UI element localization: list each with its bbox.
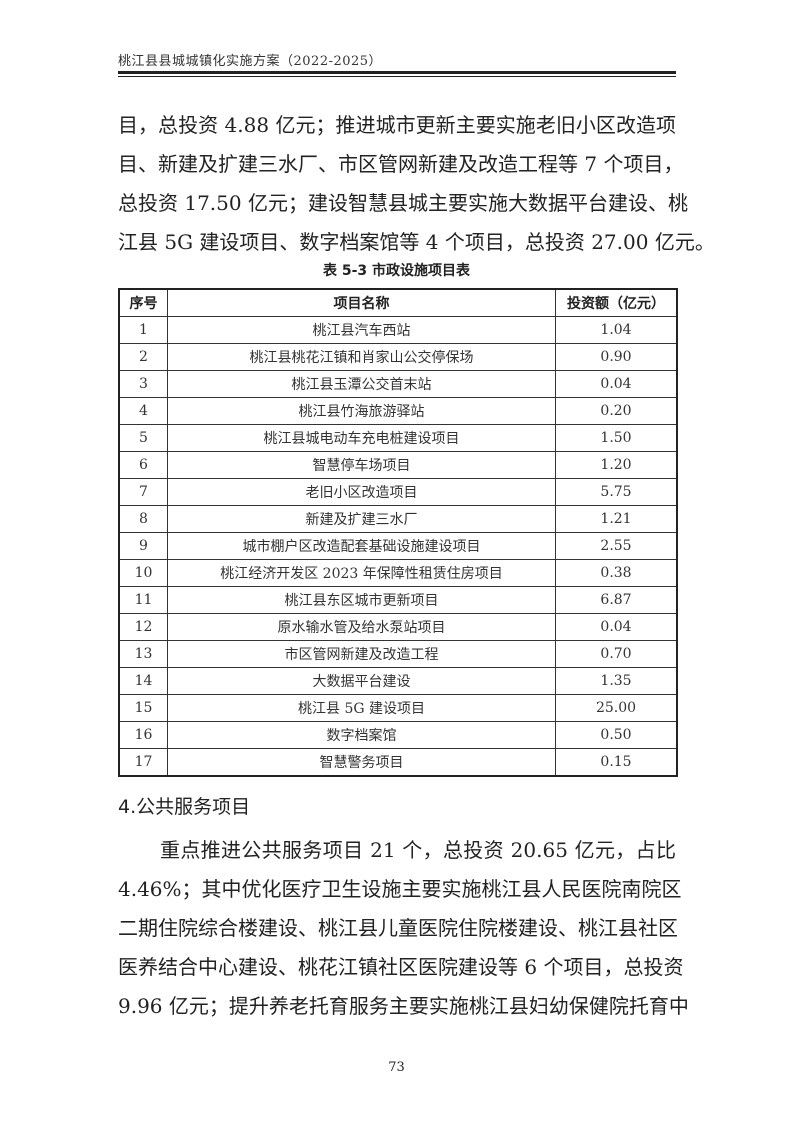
table-row: 13 市区管网新建及改造工程 0.70 <box>118 640 678 668</box>
header-project-name: 项目名称 <box>167 288 556 317</box>
paragraph-line: 总投资 17.50 亿元；建设智慧县城主要实施大数据平台建设、桃 <box>118 191 688 215</box>
project-name: 桃江县城电动车充电桩建设项目 <box>167 424 556 452</box>
section-heading: 4.公共服务项目 <box>118 796 251 818</box>
project-name: 数字档案馆 <box>167 721 556 749</box>
investment-amount: 0.15 <box>555 748 678 777</box>
table-row: 1 桃江县汽车西站 1.04 <box>118 316 678 344</box>
table-row: 10 桃江经济开发区 2023 年保障性租赁住房项目 0.38 <box>118 559 678 587</box>
paragraph-line: 江县 5G 建设项目、数字档案馆等 4 个项目，总投资 27.00 亿元。 <box>118 230 715 254</box>
project-name: 大数据平台建设 <box>167 667 556 695</box>
paragraph-line: 4.46%；其中优化医疗卫生设施主要实施桃江县人民医院南院区 <box>118 877 682 901</box>
table-header-row: 序号 项目名称 投资额（亿元） <box>118 288 678 317</box>
running-header: 桃江县县城城镇化实施方案（2022-2025） <box>118 54 383 69</box>
table-row: 2 桃江县桃花江镇和肖家山公交停保场 0.90 <box>118 343 678 371</box>
table-row: 6 智慧停车场项目 1.20 <box>118 451 678 479</box>
row-number: 2 <box>118 343 168 371</box>
page-number: 73 <box>388 1060 405 1075</box>
project-name: 桃江县东区城市更新项目 <box>167 586 556 614</box>
row-number: 12 <box>118 613 168 641</box>
row-number: 14 <box>118 667 168 695</box>
investment-amount: 1.21 <box>555 505 678 533</box>
table-row: 5 桃江县城电动车充电桩建设项目 1.50 <box>118 424 678 452</box>
row-number: 6 <box>118 451 168 479</box>
paragraph-line: 医养结合中心建设、桃花江镇社区医院建设等 6 个项目，总投资 <box>118 955 684 979</box>
paragraph-line: 目、新建及扩建三水厂、市区管网新建及改造工程等 7 个项目， <box>118 152 684 176</box>
investment-amount: 6.87 <box>555 586 678 614</box>
header-no: 序号 <box>118 288 168 317</box>
investment-amount: 0.38 <box>555 559 678 587</box>
project-name: 市区管网新建及改造工程 <box>167 640 556 668</box>
investment-amount: 1.35 <box>555 667 678 695</box>
investment-amount: 0.90 <box>555 343 678 371</box>
investment-amount: 0.70 <box>555 640 678 668</box>
table-caption: 表 5-3 市政设施项目表 <box>322 263 471 279</box>
investment-amount: 1.04 <box>555 316 678 344</box>
project-name: 桃江县竹海旅游驿站 <box>167 397 556 425</box>
table-row: 4 桃江县竹海旅游驿站 0.20 <box>118 397 678 425</box>
header-rule-thin <box>118 76 676 77</box>
table-row: 7 老旧小区改造项目 5.75 <box>118 478 678 506</box>
investment-amount: 0.50 <box>555 721 678 749</box>
paragraph-line: 目，总投资 4.88 亿元；推进城市更新主要实施老旧小区改造项 <box>118 113 676 137</box>
table-row: 9 城市棚户区改造配套基础设施建设项目 2.55 <box>118 532 678 560</box>
project-name: 桃江县汽车西站 <box>167 316 556 344</box>
row-number: 13 <box>118 640 168 668</box>
project-name: 智慧停车场项目 <box>167 451 556 479</box>
project-name: 城市棚户区改造配套基础设施建设项目 <box>167 532 556 560</box>
row-number: 15 <box>118 694 168 722</box>
row-number: 17 <box>118 748 168 777</box>
project-name: 老旧小区改造项目 <box>167 478 556 506</box>
project-name: 桃江县桃花江镇和肖家山公交停保场 <box>167 343 556 371</box>
investment-amount: 5.75 <box>555 478 678 506</box>
table-row: 17 智慧警务项目 0.15 <box>118 748 678 777</box>
table-row: 12 原水输水管及给水泵站项目 0.04 <box>118 613 678 641</box>
project-name: 新建及扩建三水厂 <box>167 505 556 533</box>
row-number: 1 <box>118 316 168 344</box>
paragraph-line: 9.96 亿元；提升养老托育服务主要实施桃江县妇幼保健院托育中 <box>118 994 689 1018</box>
table-row: 14 大数据平台建设 1.35 <box>118 667 678 695</box>
project-name: 桃江县 5G 建设项目 <box>167 694 556 722</box>
row-number: 4 <box>118 397 168 425</box>
row-number: 7 <box>118 478 168 506</box>
investment-amount: 1.50 <box>555 424 678 452</box>
project-name: 原水输水管及给水泵站项目 <box>167 613 556 641</box>
investment-amount: 1.20 <box>555 451 678 479</box>
row-number: 16 <box>118 721 168 749</box>
investment-amount: 0.04 <box>555 613 678 641</box>
table-row: 8 新建及扩建三水厂 1.21 <box>118 505 678 533</box>
row-number: 8 <box>118 505 168 533</box>
row-number: 9 <box>118 532 168 560</box>
project-name: 智慧警务项目 <box>167 748 556 777</box>
row-number: 3 <box>118 370 168 398</box>
header-investment: 投资额（亿元） <box>555 288 678 317</box>
row-number: 11 <box>118 586 168 614</box>
investment-amount: 2.55 <box>555 532 678 560</box>
project-name: 桃江经济开发区 2023 年保障性租赁住房项目 <box>167 559 556 587</box>
municipal-projects-table: 序号 项目名称 投资额（亿元） 1 桃江县汽车西站 1.04 2 桃江县桃花江镇和肖家山… <box>118 288 678 777</box>
table-row: 16 数字档案馆 0.50 <box>118 721 678 749</box>
investment-amount: 0.04 <box>555 370 678 398</box>
project-name: 桃江县玉潭公交首末站 <box>167 370 556 398</box>
table-row: 3 桃江县玉潭公交首末站 0.04 <box>118 370 678 398</box>
table-row: 11 桃江县东区城市更新项目 6.87 <box>118 586 678 614</box>
row-number: 10 <box>118 559 168 587</box>
table-row: 15 桃江县 5G 建设项目 25.00 <box>118 694 678 722</box>
paragraph-line: 重点推进公共服务项目 21 个，总投资 20.65 亿元，占比 <box>160 838 676 862</box>
paragraph-line: 二期住院综合楼建设、桃江县儿童医院住院楼建设、桃江县社区 <box>118 916 678 940</box>
header-rule-thick <box>118 71 676 74</box>
investment-amount: 0.20 <box>555 397 678 425</box>
investment-amount: 25.00 <box>555 694 678 722</box>
row-number: 5 <box>118 424 168 452</box>
